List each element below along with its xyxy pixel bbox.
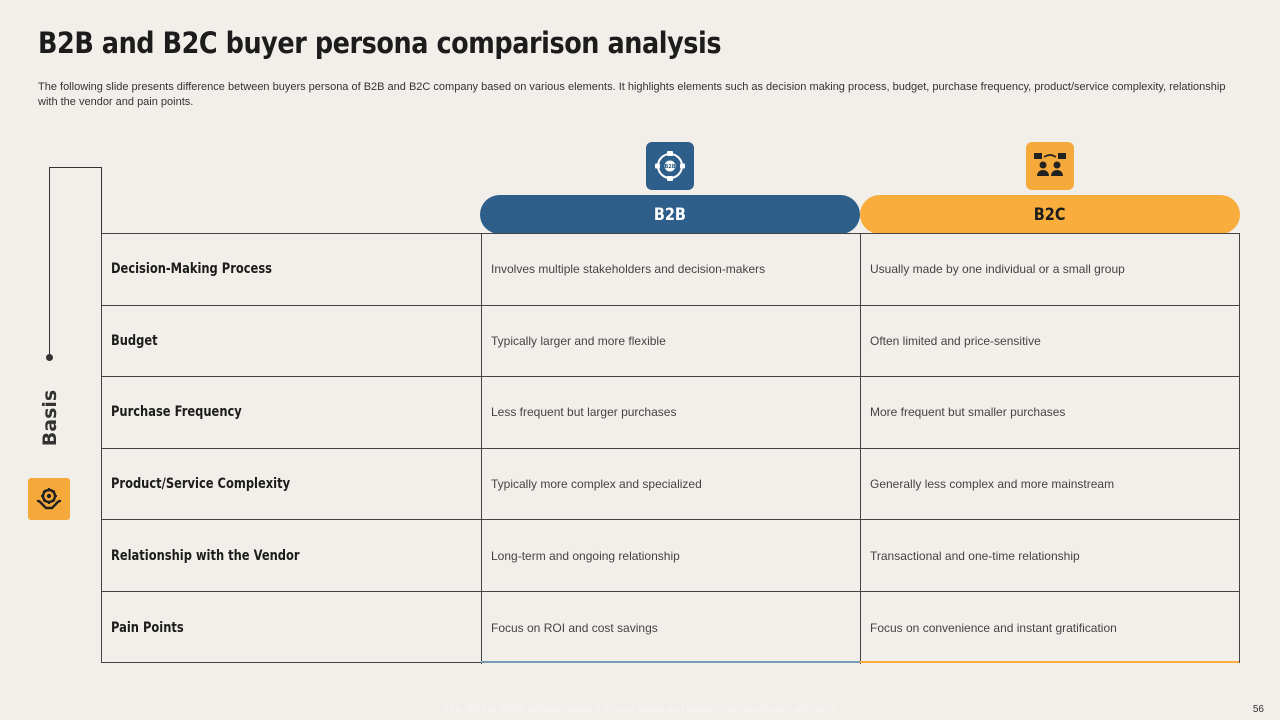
b2b-cell: Typically more complex and specialized bbox=[482, 448, 861, 520]
basis-cell: Relationship with the Vendor bbox=[102, 520, 482, 591]
b2c-value: Generally less complex and more mainstre… bbox=[870, 477, 1115, 492]
table-row: Relationship with the Vendor Long-term a… bbox=[102, 520, 1239, 592]
basis-text: Product/Service Complexity bbox=[111, 476, 291, 493]
table-row: Pain Points Focus on ROI and cost saving… bbox=[102, 591, 1239, 664]
basis-cell: Product/Service Complexity bbox=[102, 448, 482, 520]
footer-note: This slide is 100% editable. Adapt it to… bbox=[443, 704, 837, 715]
b2c-value: Focus on convenience and instant gratifi… bbox=[870, 620, 1117, 635]
page-number: 56 bbox=[1252, 704, 1264, 715]
b2c-value: Usually made by one individual or a smal… bbox=[870, 262, 1125, 277]
b2b-cell: Focus on ROI and cost savings bbox=[482, 591, 861, 664]
page-subtitle: The following slide presents difference … bbox=[38, 81, 1226, 108]
b2b-column-header: B2B bbox=[480, 195, 860, 234]
basis-rail-top bbox=[49, 167, 101, 168]
basis-text: Relationship with the Vendor bbox=[111, 547, 300, 564]
basis-text: Pain Points bbox=[111, 619, 184, 636]
basis-cell: Budget bbox=[102, 305, 482, 377]
basis-rail-line bbox=[49, 167, 50, 357]
b2c-value: Often limited and price-sensitive bbox=[870, 333, 1041, 348]
b2c-column-header: B2C bbox=[860, 195, 1240, 234]
basis-rail-connector bbox=[101, 167, 102, 234]
b2b-cell: Typically larger and more flexible bbox=[482, 305, 861, 377]
b2b-cell: Involves multiple stakeholders and decis… bbox=[482, 234, 861, 305]
b2c-cell: Focus on convenience and instant gratifi… bbox=[861, 592, 1239, 664]
table-row: Decision-Making Process Involves multipl… bbox=[102, 234, 1239, 306]
b2c-people-icon bbox=[1026, 142, 1074, 190]
basis-cell: Pain Points bbox=[102, 591, 482, 664]
table-row: Purchase Frequency Less frequent but lar… bbox=[102, 377, 1239, 449]
b2c-cell: Generally less complex and more mainstre… bbox=[861, 449, 1239, 520]
b2b-column-label: B2B bbox=[653, 204, 687, 225]
b2b-value: Typically larger and more flexible bbox=[491, 333, 666, 348]
b2b-value: Long-term and ongoing relationship bbox=[491, 548, 680, 563]
basis-rail-dot bbox=[46, 354, 53, 361]
b2b-value: Involves multiple stakeholders and decis… bbox=[491, 262, 766, 277]
b2c-bottom-accent bbox=[860, 661, 1239, 663]
b2c-value: More frequent but smaller purchases bbox=[870, 405, 1066, 420]
comparison-table: Decision-Making Process Involves multipl… bbox=[101, 233, 1240, 664]
basis-text: Budget bbox=[111, 332, 158, 349]
hands-gear-icon bbox=[28, 478, 70, 520]
table-row: Budget Typically larger and more flexibl… bbox=[102, 305, 1239, 378]
b2b-cell: Long-term and ongoing relationship bbox=[482, 520, 861, 591]
b2c-value: Transactional and one-time relationship bbox=[870, 548, 1080, 563]
table-row: Product/Service Complexity Typically mor… bbox=[102, 448, 1239, 521]
b2c-cell: Transactional and one-time relationship bbox=[861, 520, 1239, 591]
b2b-value: Focus on ROI and cost savings bbox=[491, 620, 658, 635]
page-title: B2B and B2C buyer persona comparison ana… bbox=[38, 26, 722, 60]
basis-label: Basis bbox=[39, 389, 61, 447]
basis-cell: Purchase Frequency bbox=[102, 377, 482, 448]
basis-text: Decision-Making Process bbox=[111, 261, 273, 278]
basis-text: Purchase Frequency bbox=[111, 404, 242, 421]
b2c-cell: Usually made by one individual or a smal… bbox=[861, 234, 1239, 305]
b2b-value: Typically more complex and specialized bbox=[491, 477, 702, 492]
b2b-value: Less frequent but larger purchases bbox=[491, 405, 677, 420]
svg-text:B2B: B2B bbox=[664, 164, 675, 170]
b2b-network-icon: B2B bbox=[646, 142, 694, 190]
basis-cell: Decision-Making Process bbox=[102, 234, 482, 305]
b2c-column-label: B2C bbox=[1034, 204, 1066, 225]
b2b-bottom-accent bbox=[481, 661, 860, 663]
b2c-cell: More frequent but smaller purchases bbox=[861, 377, 1239, 448]
b2b-cell: Less frequent but larger purchases bbox=[482, 377, 861, 448]
b2c-cell: Often limited and price-sensitive bbox=[861, 306, 1239, 377]
